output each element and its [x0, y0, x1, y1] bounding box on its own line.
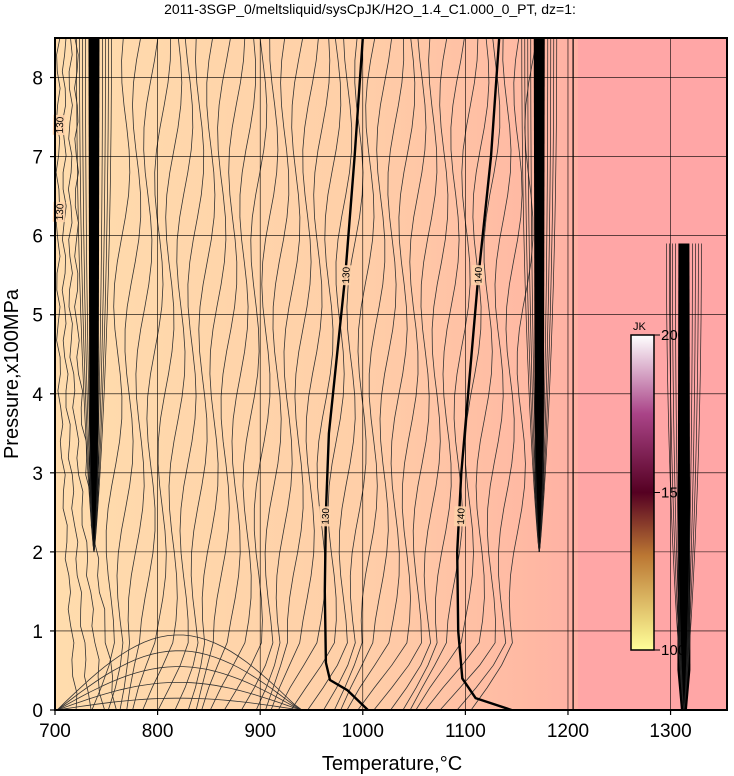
colorbar-gradient — [630, 334, 655, 651]
minor-contour-lines — [55, 38, 538, 710]
dense-band-0 — [88, 38, 100, 552]
minor-contour — [142, 38, 194, 710]
minor-contour — [439, 38, 512, 710]
y-axis-label: Pressure,x100MPa — [1, 288, 23, 459]
contour-label-text: 130 — [55, 203, 67, 220]
x-tick-label: 800 — [142, 721, 174, 742]
x-axis-ticks: 700 800 900 1000 1100 1200 1300 — [39, 710, 692, 742]
minor-contour — [132, 38, 183, 710]
x-tick-label: 1100 — [445, 721, 486, 742]
y-tick-label: 2 — [32, 543, 43, 564]
minor-contour — [456, 38, 523, 710]
minor-contour — [390, 38, 449, 710]
y-tick-label: 8 — [32, 69, 43, 90]
minor-contour — [415, 38, 490, 710]
contour-label-bg — [318, 506, 332, 527]
minor-contour — [424, 38, 501, 710]
minor-contour — [119, 38, 159, 710]
minor-contour — [323, 38, 376, 710]
x-tick-label: 1200 — [547, 721, 589, 742]
contour-label-text: 140 — [456, 507, 468, 524]
band-edge-contour — [93, 38, 112, 552]
band-edge-contour — [666, 243, 685, 710]
dense-band-1 — [533, 38, 545, 552]
grid-lines — [55, 38, 727, 710]
minor-contour — [265, 38, 319, 710]
y-tick-label: 0 — [32, 701, 43, 722]
minor-contour — [91, 38, 131, 710]
band-edge-contour — [521, 38, 540, 552]
minor-contour — [334, 38, 393, 710]
minor-contour — [224, 38, 279, 710]
minor-contour — [56, 634, 373, 710]
band-edge-contour — [76, 38, 95, 552]
band-edge-contour — [683, 243, 702, 710]
contour-label-bg — [338, 264, 352, 286]
contour-label: 130 — [318, 506, 333, 527]
minor-contour — [55, 38, 78, 710]
minor-contour — [470, 38, 538, 710]
minor-contour — [241, 38, 290, 710]
chart-title: 2011-3SGP_0/meltsliquid/sysCpJK/H2O_1.4_… — [164, 1, 576, 17]
minor-contour — [74, 38, 117, 710]
minor-contour — [373, 38, 438, 710]
minor-contour — [157, 38, 205, 710]
minor-contour — [61, 38, 92, 710]
minor-contour — [56, 650, 373, 710]
minor-contour — [290, 38, 353, 710]
minor-contour — [195, 38, 246, 710]
band-edge-contour — [538, 38, 558, 552]
contour-label-bg — [471, 264, 485, 286]
minor-contour — [201, 38, 257, 710]
contour-label-text: 130 — [341, 266, 353, 283]
colorbar-tick-label: 150 — [661, 485, 686, 502]
dense-band-2 — [677, 243, 691, 710]
y-tick-label: 7 — [32, 148, 43, 169]
y-tick-label: 5 — [32, 306, 43, 327]
minor-contour — [56, 666, 373, 710]
x-tick-label: 1300 — [649, 721, 691, 742]
y-axis-ticks: 0 1 2 3 4 5 6 7 8 — [32, 69, 55, 722]
minor-contour — [357, 38, 427, 710]
plot-frame — [54, 37, 728, 711]
colorbar-ticks: 100 150 200 — [654, 327, 686, 659]
minor-contour — [209, 38, 268, 710]
y-tick-label: 3 — [32, 464, 43, 485]
colorbar: JK 100 150 200 — [630, 321, 686, 659]
x-tick-label: 700 — [39, 721, 71, 742]
contour-label-text: 130 — [321, 507, 333, 524]
minor-contour — [174, 38, 216, 710]
contour-label: 130 — [338, 264, 353, 286]
minor-contour — [270, 38, 331, 710]
y-tick-label: 6 — [32, 227, 43, 248]
minor-contour — [126, 38, 171, 710]
contour-label-bg — [453, 506, 467, 527]
contour-label: 140 — [471, 264, 485, 286]
x-axis-label: Temperature,°C — [322, 753, 462, 775]
minor-contour — [107, 38, 142, 710]
x-tick-label: 900 — [244, 721, 276, 742]
dense-contour-bands — [76, 38, 702, 710]
x-tick-label: 1000 — [342, 721, 384, 742]
minor-contour — [57, 697, 373, 710]
minor-contour — [409, 38, 479, 710]
y-tick-label: 4 — [32, 385, 43, 406]
minor-contour — [307, 38, 364, 710]
minor-contour — [402, 38, 465, 710]
minor-contour — [255, 38, 304, 710]
colorbar-tick-label: 100 — [661, 642, 686, 659]
minor-contour — [56, 682, 373, 710]
minor-contour — [187, 38, 231, 710]
minor-contour — [346, 38, 416, 710]
contour-label-text: 130 — [55, 116, 67, 133]
y-tick-label: 1 — [32, 622, 43, 643]
contour-label: 140 — [453, 506, 468, 527]
contour-label-text: 140 — [473, 266, 485, 283]
minor-contour — [67, 38, 105, 710]
colorbar-tick-label: 200 — [661, 327, 686, 344]
plot-area — [55, 38, 727, 710]
colorbar-unit: JK — [633, 321, 647, 333]
minor-contour — [340, 38, 405, 710]
